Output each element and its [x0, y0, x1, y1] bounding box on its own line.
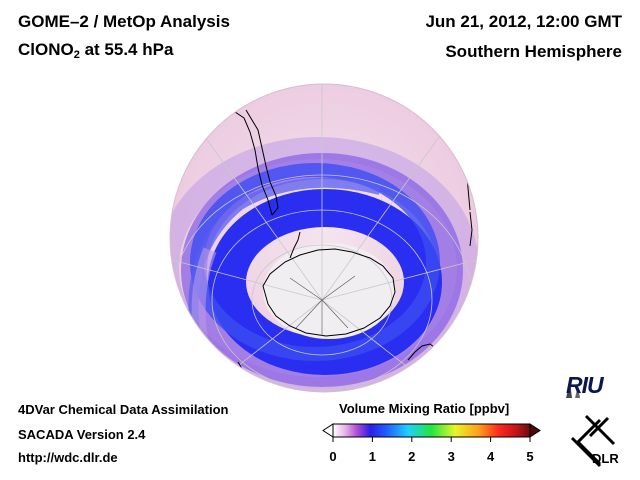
- globe-rim: [169, 83, 479, 393]
- footer-version: SACADA Version 2.4: [18, 427, 146, 442]
- colorbar-tick-label: 0: [329, 449, 337, 464]
- colorbar: [322, 423, 541, 442]
- colorbar-gradient: [332, 423, 531, 438]
- species-label: ClONO2 at 55.4 hPa: [18, 40, 173, 61]
- footer-url[interactable]: http://wdc.dlr.de: [18, 450, 118, 465]
- riu-logo: RIU: [566, 372, 604, 398]
- graticule: [171, 84, 477, 392]
- pole-lines: [289, 275, 356, 336]
- colorbar-tick-label: 3: [447, 449, 455, 464]
- colorbar-tick-label: 4: [486, 449, 495, 464]
- colorbar-title: Volume Mixing Ratio [ppbv]: [339, 401, 510, 416]
- footer-assimilation: 4DVar Chemical Data Assimilation: [18, 402, 229, 417]
- species-subscript: 2: [73, 49, 80, 61]
- colorbar-min-arrow: [322, 423, 334, 438]
- map-title: GOME–2 / MetOp Analysis: [18, 12, 230, 31]
- species-prefix: ClONO: [18, 40, 74, 59]
- globe-disk: [170, 84, 478, 392]
- hemisphere-label: Southern Hemisphere: [445, 42, 622, 61]
- colorbar-max-arrow: [529, 423, 541, 438]
- dlr-logo: DLR: [592, 451, 619, 466]
- riu-logo-mark: [566, 382, 580, 398]
- species-suffix: at 55.4 hPa: [79, 40, 174, 59]
- date-label: Jun 21, 2012, 12:00 GMT: [425, 12, 622, 31]
- dlr-logo-mark: [570, 414, 616, 468]
- coastlines: [209, 84, 473, 387]
- colorbar-tick-label: 2: [408, 449, 416, 464]
- colorbar-tick-label: 5: [526, 449, 534, 464]
- colorbar-tick-label: 1: [368, 449, 377, 464]
